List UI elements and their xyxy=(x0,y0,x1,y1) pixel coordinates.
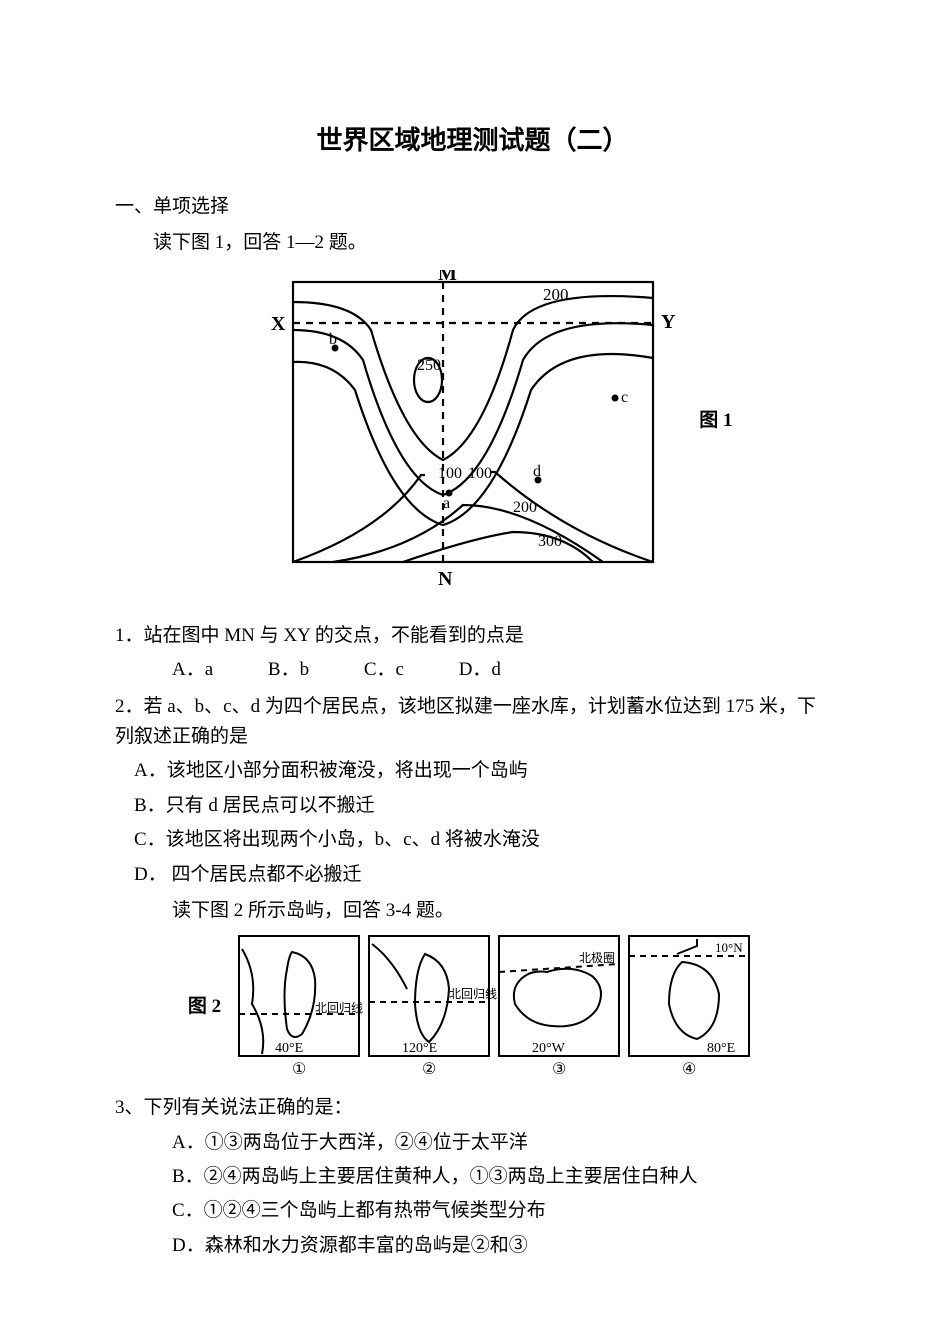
contour-250: 250 xyxy=(417,357,441,374)
svg-text:①: ① xyxy=(292,1061,306,1078)
svg-text:80°E: 80°E xyxy=(707,1041,735,1056)
q2-opt-b: B．只有 d 居民点可以不搬迁 xyxy=(134,791,830,821)
label-Y: Y xyxy=(661,311,676,333)
question-1: 1．站在图中 MN 与 XY 的交点，不能看到的点是 A．a B．b C．c D… xyxy=(115,621,830,686)
figure-2-label: 图 2 xyxy=(188,992,221,1022)
figure-2-container: 图 2 北回归线 40°E ① 北回归线 120°E ② 北极圈 xyxy=(115,934,830,1079)
q3-opt-b: B．②④两岛屿上主要居住黄种人，①③两岛上主要居住白种人 xyxy=(172,1162,830,1192)
q1-opt-b: B．b xyxy=(268,655,309,685)
contour-100b: 100 xyxy=(468,465,492,482)
q3-text: 3、下列有关说法正确的是： xyxy=(115,1093,830,1123)
svg-text:③: ③ xyxy=(552,1061,566,1078)
instruction-2: 读下图 2 所示岛屿，回答 3-4 题。 xyxy=(115,896,830,926)
svg-text:④: ④ xyxy=(682,1061,696,1078)
label-c: c xyxy=(621,389,628,406)
instruction-1: 读下图 1，回答 1—2 题。 xyxy=(115,228,830,258)
q2-opt-a: A．该地区小部分面积被淹没，将出现一个岛屿 xyxy=(134,756,830,786)
figure-1-label: 图 1 xyxy=(699,406,732,436)
contour-300: 300 xyxy=(538,533,562,550)
contour-200b: 200 xyxy=(513,499,537,516)
q1-options: A．a B．b C．c D．d xyxy=(115,655,830,685)
q3-options: A．①③两岛位于大西洋，②④位于太平洋 B．②④两岛屿上主要居住黄种人，①③两岛… xyxy=(115,1128,830,1262)
label-a: a xyxy=(443,495,450,512)
q2-options: A．该地区小部分面积被淹没，将出现一个岛屿 B．只有 d 居民点可以不搬迁 C．… xyxy=(115,756,830,890)
svg-text:10°N: 10°N xyxy=(715,940,743,955)
figure-1-svg: M N X Y 200 250 100 100 200 xyxy=(263,270,683,590)
section-header: 一、单项选择 xyxy=(115,192,830,222)
label-X: X xyxy=(271,313,286,335)
svg-text:②: ② xyxy=(422,1061,436,1078)
q1-opt-a: A．a xyxy=(172,655,213,685)
question-3: 3、下列有关说法正确的是： A．①③两岛位于大西洋，②④位于太平洋 B．②④两岛… xyxy=(115,1093,830,1261)
q2-opt-c: C．该地区将出现两个小岛，b、c、d 将被水淹没 xyxy=(134,825,830,855)
figure-2-svg: 北回归线 40°E ① 北回归线 120°E ② 北极圈 20°W ③ xyxy=(237,934,757,1079)
svg-text:120°E: 120°E xyxy=(402,1041,437,1056)
label-d: d xyxy=(533,463,541,480)
label-b: b xyxy=(329,331,337,348)
q2-opt-d: D． 四个居民点都不必搬迁 xyxy=(134,860,830,890)
page-title: 世界区域地理测试题（二） xyxy=(115,120,830,162)
q3-opt-d: D．森林和水力资源都丰富的岛屿是②和③ xyxy=(172,1231,830,1261)
svg-text:20°W: 20°W xyxy=(532,1041,566,1056)
q3-opt-c: C．①②④三个岛屿上都有热带气候类型分布 xyxy=(172,1196,830,1226)
label-N: N xyxy=(438,568,453,590)
contour-200a: 200 xyxy=(543,285,569,304)
q1-opt-c: C．c xyxy=(364,655,404,685)
contour-100a: 100 xyxy=(438,465,462,482)
q2-text: 2．若 a、b、c、d 为四个居民点，该地区拟建一座水库，计划蓄水位达到 175… xyxy=(115,692,830,753)
svg-text:40°E: 40°E xyxy=(275,1041,303,1056)
label-M: M xyxy=(438,270,457,285)
q3-opt-a: A．①③两岛位于大西洋，②④位于太平洋 xyxy=(172,1128,830,1158)
q1-text: 1．站在图中 MN 与 XY 的交点，不能看到的点是 xyxy=(115,621,830,651)
svg-text:北回归线: 北回归线 xyxy=(315,1001,363,1015)
svg-text:北回归线: 北回归线 xyxy=(449,987,497,1001)
q1-opt-d: D．d xyxy=(459,655,501,685)
figure-1-container: M N X Y 200 250 100 100 200 xyxy=(115,270,830,600)
question-2: 2．若 a、b、c、d 为四个居民点，该地区拟建一座水库，计划蓄水位达到 175… xyxy=(115,692,830,890)
svg-text:北极圈: 北极圈 xyxy=(579,951,615,965)
